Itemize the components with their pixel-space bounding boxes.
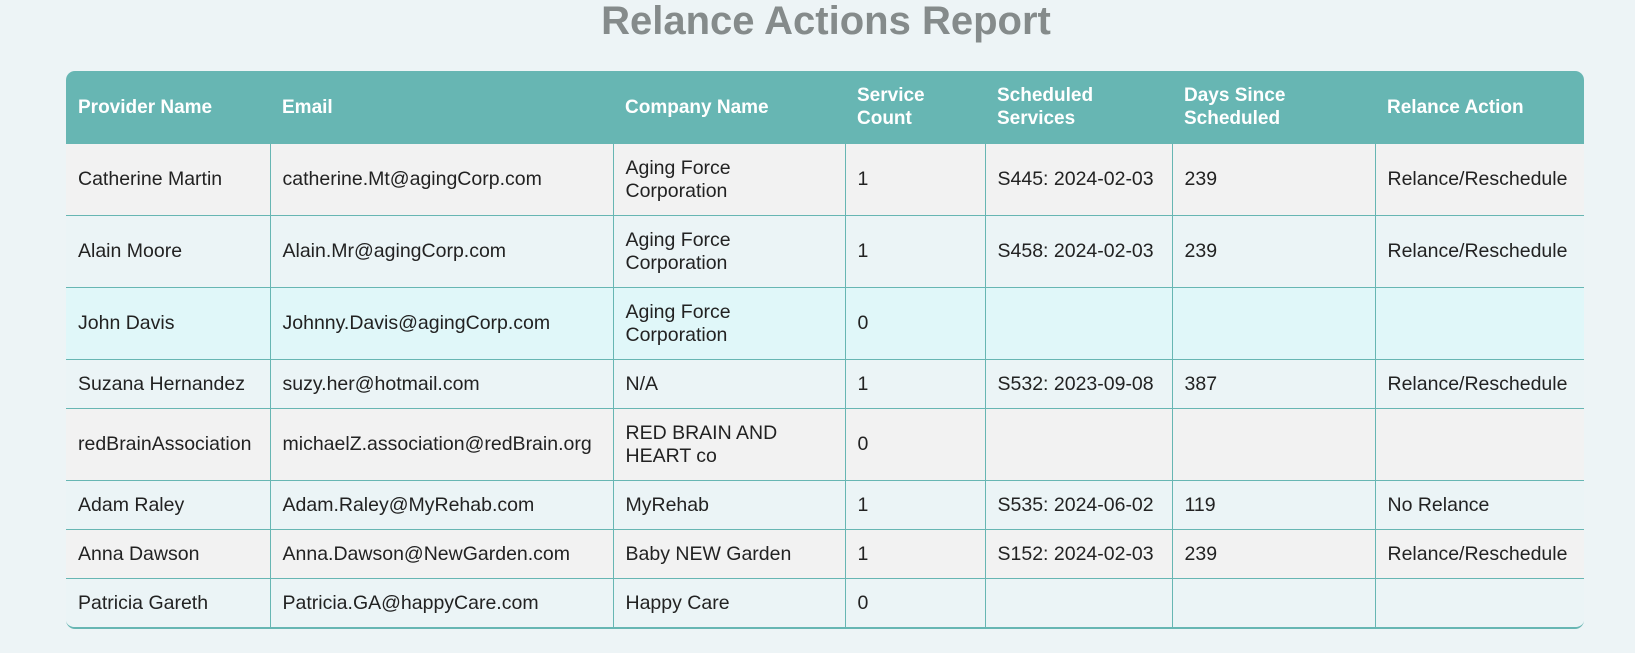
header-relance-action: Relance Action <box>1375 71 1584 144</box>
cell-relance-action <box>1374 287 1584 360</box>
cell-scheduled-services: S152: 2024-02-03 <box>984 529 1172 579</box>
cell-email: Adam.Raley@MyRehab.com <box>269 480 613 530</box>
cell-service-count: 1 <box>844 480 985 530</box>
table-row: Suzana Hernandez suzy.her@hotmail.com N/… <box>66 359 1584 409</box>
table-body: Catherine Martin catherine.Mt@agingCorp.… <box>66 143 1584 627</box>
cell-email: Anna.Dawson@NewGarden.com <box>269 529 613 579</box>
cell-email: Patricia.GA@happyCare.com <box>269 578 613 627</box>
cell-company-name: Happy Care <box>612 578 845 627</box>
cell-days-since: 239 <box>1171 215 1375 288</box>
cell-relance-action: Relance/Reschedule <box>1374 143 1584 216</box>
cell-relance-action: No Relance <box>1374 480 1584 530</box>
table-row: John Davis Johnny.Davis@agingCorp.com Ag… <box>66 287 1584 360</box>
cell-relance-action <box>1374 408 1584 481</box>
cell-email: Alain.Mr@agingCorp.com <box>269 215 613 288</box>
cell-company-name: MyRehab <box>612 480 845 530</box>
cell-provider-name: Suzana Hernandez <box>66 359 270 409</box>
cell-service-count: 0 <box>844 408 985 481</box>
cell-service-count: 1 <box>844 143 985 216</box>
cell-days-since: 239 <box>1171 529 1375 579</box>
cell-provider-name: John Davis <box>66 287 270 360</box>
cell-scheduled-services: S532: 2023-09-08 <box>984 359 1172 409</box>
cell-scheduled-services <box>984 578 1172 627</box>
cell-scheduled-services: S535: 2024-06-02 <box>984 480 1172 530</box>
cell-company-name: Baby NEW Garden <box>612 529 845 579</box>
cell-scheduled-services <box>984 287 1172 360</box>
table-header: Provider Name Email Company Name Service… <box>66 71 1584 144</box>
cell-days-since: 387 <box>1171 359 1375 409</box>
cell-company-name: Aging Force Corporation <box>612 143 845 216</box>
cell-provider-name: Anna Dawson <box>66 529 270 579</box>
table-row: Catherine Martin catherine.Mt@agingCorp.… <box>66 143 1584 216</box>
header-email: Email <box>270 71 613 144</box>
table-row: Patricia Gareth Patricia.GA@happyCare.co… <box>66 578 1584 627</box>
cell-email: suzy.her@hotmail.com <box>269 359 613 409</box>
cell-relance-action <box>1374 578 1584 627</box>
header-scheduled-services: Scheduled Services <box>985 71 1172 144</box>
cell-scheduled-services: S445: 2024-02-03 <box>984 143 1172 216</box>
cell-provider-name: Alain Moore <box>66 215 270 288</box>
cell-days-since <box>1171 408 1375 481</box>
cell-relance-action: Relance/Reschedule <box>1374 359 1584 409</box>
table-row: Alain Moore Alain.Mr@agingCorp.com Aging… <box>66 215 1584 288</box>
table-row: Adam Raley Adam.Raley@MyRehab.com MyReha… <box>66 480 1584 530</box>
cell-scheduled-services <box>984 408 1172 481</box>
cell-company-name: Aging Force Corporation <box>612 215 845 288</box>
header-row: Provider Name Email Company Name Service… <box>66 71 1584 144</box>
cell-provider-name: redBrainAssociation <box>66 408 270 481</box>
cell-relance-action: Relance/Reschedule <box>1374 215 1584 288</box>
cell-provider-name: Catherine Martin <box>66 143 270 216</box>
cell-days-since <box>1171 287 1375 360</box>
cell-company-name: N/A <box>612 359 845 409</box>
page-title: Relance Actions Report <box>601 0 1051 43</box>
cell-scheduled-services: S458: 2024-02-03 <box>984 215 1172 288</box>
header-service-count: Service Count <box>845 71 985 144</box>
report-table-container: Provider Name Email Company Name Service… <box>66 71 1584 629</box>
relance-report-table: Provider Name Email Company Name Service… <box>66 71 1584 627</box>
header-provider-name: Provider Name <box>66 71 270 144</box>
cell-email: catherine.Mt@agingCorp.com <box>269 143 613 216</box>
cell-days-since: 239 <box>1171 143 1375 216</box>
header-company-name: Company Name <box>613 71 845 144</box>
cell-days-since: 119 <box>1171 480 1375 530</box>
cell-service-count: 0 <box>844 287 985 360</box>
table-row: redBrainAssociation michaelZ.association… <box>66 408 1584 481</box>
table-row: Anna Dawson Anna.Dawson@NewGarden.com Ba… <box>66 529 1584 579</box>
cell-service-count: 1 <box>844 215 985 288</box>
cell-days-since <box>1171 578 1375 627</box>
header-days-since-scheduled: Days Since Scheduled <box>1172 71 1375 144</box>
cell-company-name: Aging Force Corporation <box>612 287 845 360</box>
cell-service-count: 1 <box>844 359 985 409</box>
cell-relance-action: Relance/Reschedule <box>1374 529 1584 579</box>
cell-service-count: 1 <box>844 529 985 579</box>
cell-service-count: 0 <box>844 578 985 627</box>
cell-email: Johnny.Davis@agingCorp.com <box>269 287 613 360</box>
cell-email: michaelZ.association@redBrain.org <box>269 408 613 481</box>
cell-company-name: RED BRAIN AND HEART co <box>612 408 845 481</box>
cell-provider-name: Patricia Gareth <box>66 578 270 627</box>
cell-provider-name: Adam Raley <box>66 480 270 530</box>
